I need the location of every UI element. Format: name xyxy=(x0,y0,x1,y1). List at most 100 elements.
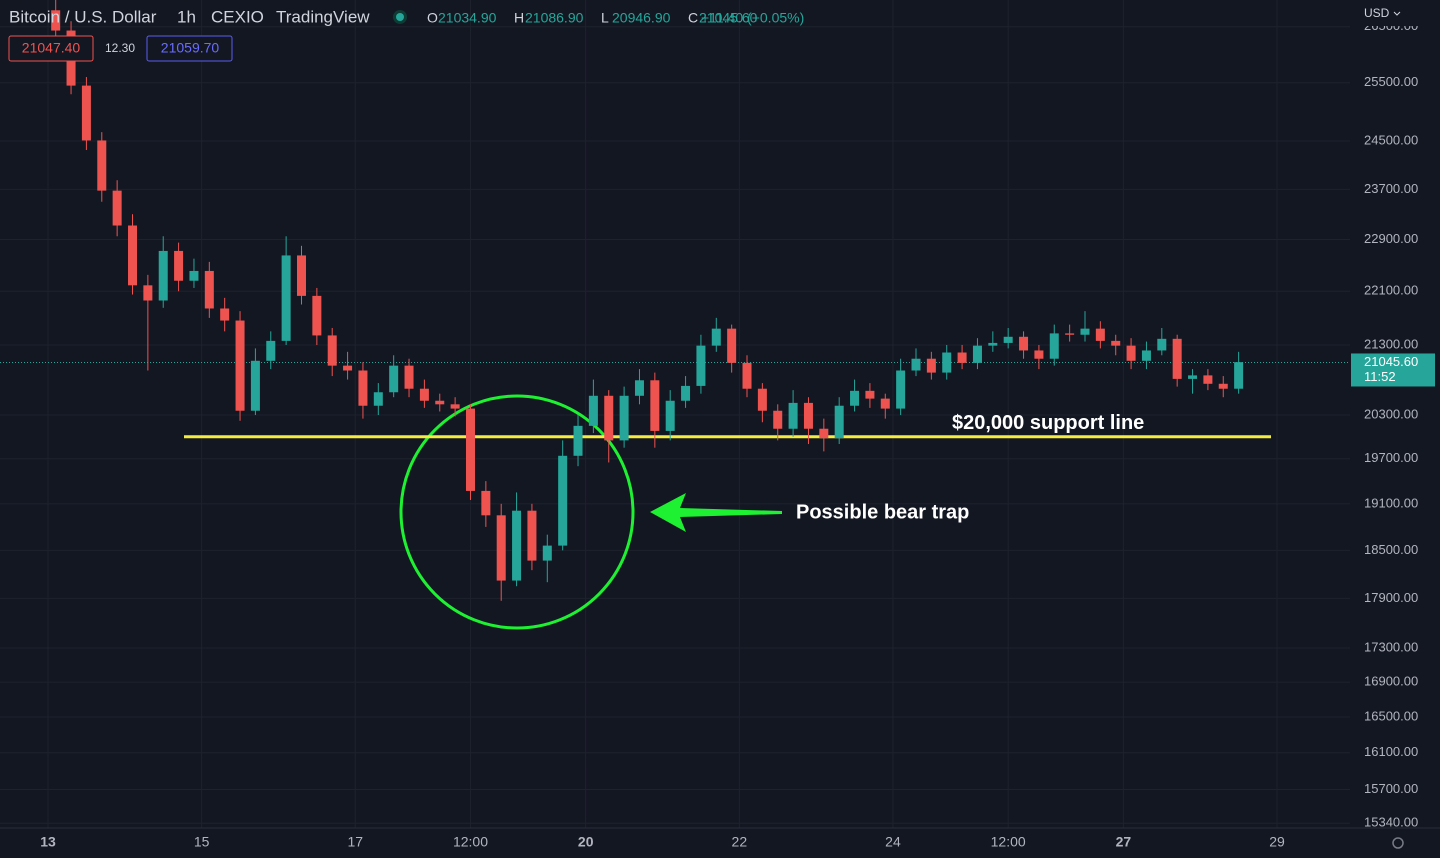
candle-body xyxy=(573,425,583,456)
y-tick-label: 15340.00 xyxy=(1364,815,1418,830)
candle-body xyxy=(650,380,660,431)
y-tick-label: 19700.00 xyxy=(1364,450,1418,465)
candle-body xyxy=(1203,375,1213,384)
last-price-label: 21045.60 xyxy=(1364,354,1418,369)
candle-body xyxy=(97,140,107,191)
candle-body xyxy=(1095,328,1105,341)
candle-body xyxy=(1157,338,1167,351)
candle-body xyxy=(681,385,691,401)
y-tick-label: 23700.00 xyxy=(1364,181,1418,196)
candle-body xyxy=(158,250,168,301)
candle-body xyxy=(1234,362,1244,389)
candle-body xyxy=(1034,350,1044,359)
candle-body xyxy=(128,225,138,286)
ask-box[interactable] xyxy=(146,35,233,62)
ask: 21059.70 xyxy=(161,40,220,56)
ohlc-key: O xyxy=(427,10,438,26)
candle-body xyxy=(972,345,982,363)
y-tick-label: 22900.00 xyxy=(1364,231,1418,246)
y-tick-label: 19100.00 xyxy=(1364,495,1418,510)
candle-body xyxy=(1111,340,1121,346)
y-tick-label: 25500.00 xyxy=(1364,74,1418,89)
x-tick-label: 12:00 xyxy=(991,834,1026,850)
candle-body xyxy=(450,404,460,409)
candle-body xyxy=(266,340,276,361)
candle-body xyxy=(773,410,783,429)
candle-body xyxy=(312,295,322,336)
candle-body xyxy=(527,510,537,561)
candle-body xyxy=(204,270,214,309)
candle-body xyxy=(588,395,598,426)
candle-body xyxy=(834,405,844,439)
source: TradingView xyxy=(276,7,370,26)
candle-body xyxy=(880,398,890,409)
candle-body xyxy=(696,345,706,386)
candle-body xyxy=(389,365,399,393)
ohlc-legend: O 21034.90 H 21086.90 L 20946.90 C 21045.60 xyxy=(427,10,758,26)
candle-body xyxy=(327,335,337,366)
candle-body xyxy=(757,388,767,411)
ohlc-value: 20946.90 xyxy=(612,10,671,26)
y-tick-label: 20300.00 xyxy=(1364,406,1418,421)
interval: 1h xyxy=(177,7,196,26)
highlight-circle xyxy=(399,394,635,630)
candle-body xyxy=(435,400,445,405)
candle-body xyxy=(896,370,906,409)
ohlc-value: 21034.90 xyxy=(438,10,497,26)
candle-body xyxy=(942,352,952,373)
candle-body xyxy=(742,362,752,389)
candle-body xyxy=(1218,383,1228,389)
y-tick-label: 17900.00 xyxy=(1364,590,1418,605)
change: +11.40 (+0.05%) xyxy=(701,10,804,26)
candle-body xyxy=(496,515,506,581)
exchange: CEXIO xyxy=(211,7,264,26)
y-tick-label: 17300.00 xyxy=(1364,639,1418,654)
status-dot xyxy=(396,13,404,21)
candle-body xyxy=(296,255,306,296)
y-tick-label: 16100.00 xyxy=(1364,744,1418,759)
y-tick-label: 24500.00 xyxy=(1364,132,1418,147)
candle-body xyxy=(112,190,122,226)
currency[interactable]: USD xyxy=(1364,6,1390,20)
candle-body xyxy=(819,428,829,439)
bid-box[interactable] xyxy=(8,35,94,62)
candle-body xyxy=(1080,328,1090,335)
y-tick-label: 16900.00 xyxy=(1364,674,1418,689)
candle-body xyxy=(911,358,921,371)
annotations: Possible bear trap $20,000 support line xyxy=(184,394,1271,630)
candle-body xyxy=(51,10,61,31)
arrow xyxy=(650,493,782,532)
symbol: Bitcoin / U.S. Dollar xyxy=(9,7,157,26)
candle-body xyxy=(1003,336,1013,343)
ohlc-value: 21045.60 xyxy=(699,10,758,26)
candle-body xyxy=(220,308,230,321)
candle-body xyxy=(174,250,184,281)
settings-icon[interactable] xyxy=(1392,837,1404,849)
annotation-text: Possible bear trap xyxy=(796,501,969,523)
candle-body xyxy=(1019,336,1029,351)
candle-body xyxy=(1049,333,1059,359)
y-tick-label: 15700.00 xyxy=(1364,781,1418,796)
candle-body xyxy=(727,328,737,363)
candle-body xyxy=(988,342,998,346)
ohlc-key: C xyxy=(688,10,698,26)
time-axis xyxy=(0,828,1350,858)
price-axis xyxy=(1350,0,1440,858)
candle-body xyxy=(711,328,721,346)
candle-body xyxy=(404,365,414,389)
y-tick-label: 22100.00 xyxy=(1364,283,1418,298)
candles xyxy=(51,0,1244,601)
x-tick-label: 12:00 xyxy=(453,834,488,850)
ohlc-key: L xyxy=(601,10,609,26)
candle-body xyxy=(619,395,629,441)
candle-body xyxy=(373,392,383,406)
currency-bg xyxy=(1352,2,1438,26)
y-tick-label: 18500.00 xyxy=(1364,542,1418,557)
candle-body xyxy=(189,270,199,281)
candle-body xyxy=(1141,350,1151,361)
candle-body xyxy=(465,408,475,491)
candle-body xyxy=(481,490,491,516)
candle-body xyxy=(542,545,552,561)
